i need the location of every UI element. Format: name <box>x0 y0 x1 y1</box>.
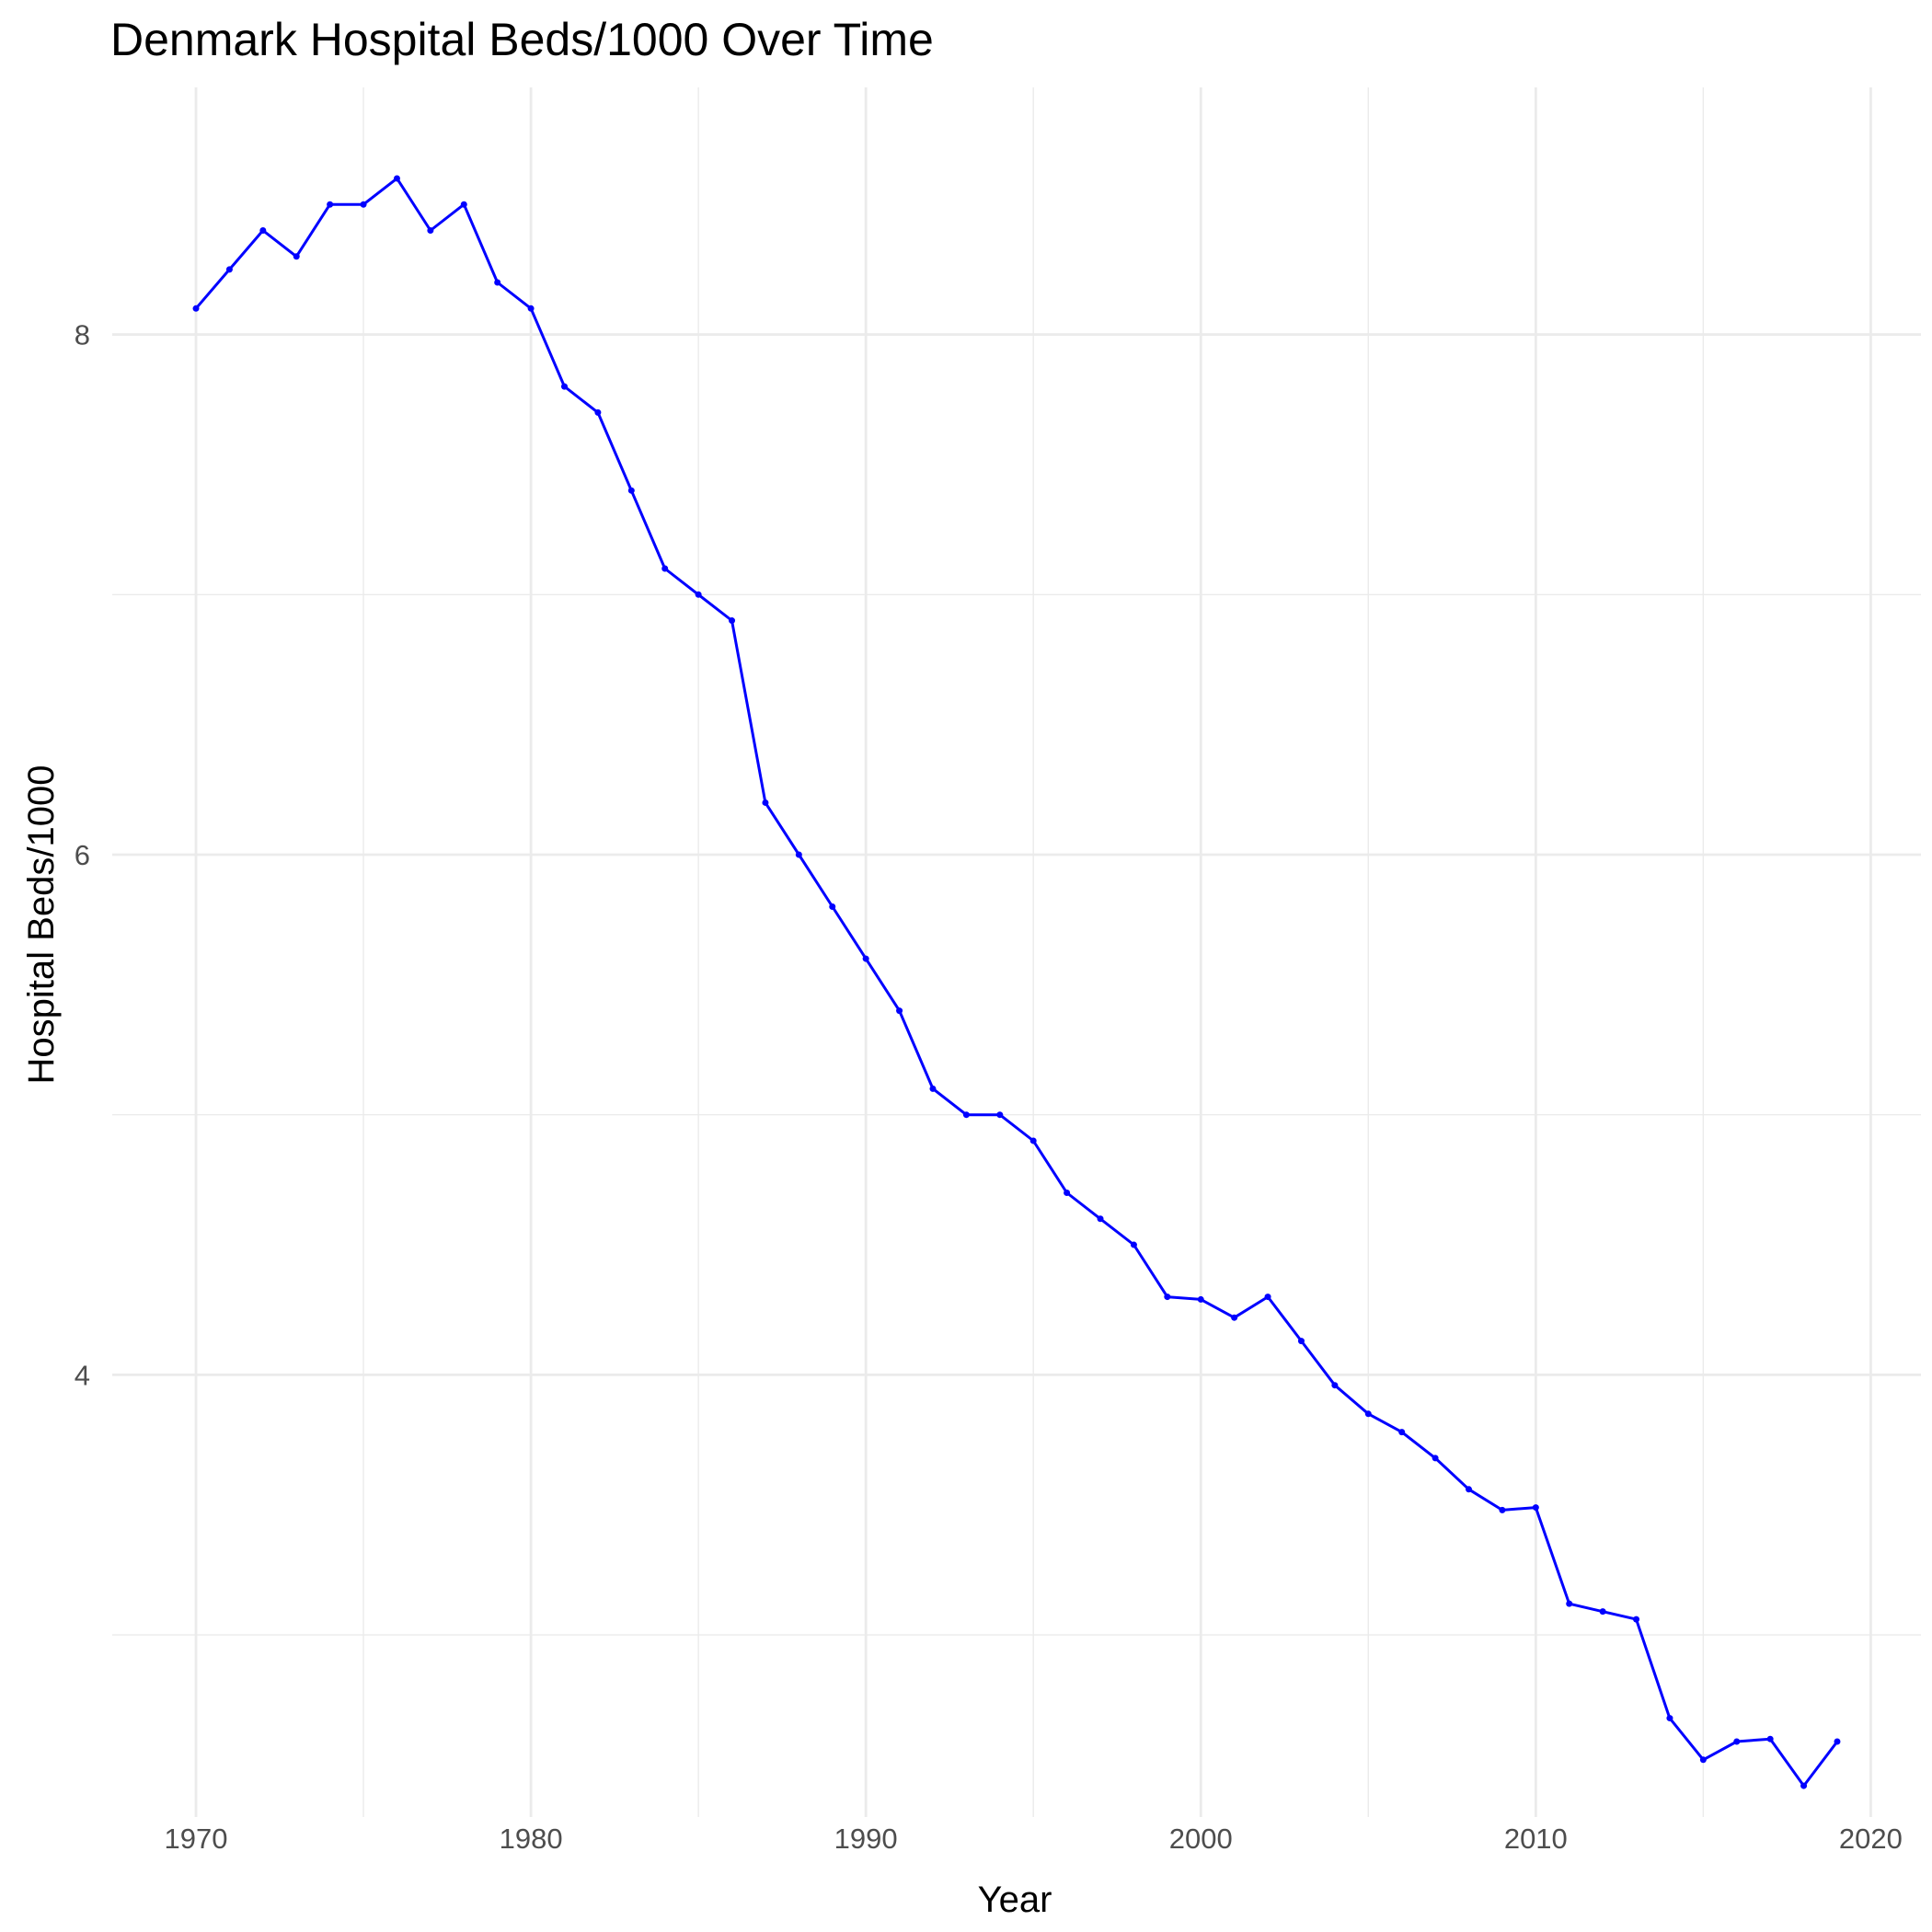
chart-title: Denmark Hospital Beds/1000 Over Time <box>110 14 934 65</box>
data-point <box>929 1085 937 1092</box>
data-point <box>1466 1486 1472 1493</box>
data-point <box>259 226 267 234</box>
data-point <box>1766 1735 1774 1742</box>
data-point <box>1834 1738 1841 1745</box>
data-point <box>896 1007 903 1015</box>
major-gridlines <box>112 87 1921 1817</box>
x-tick-label: 2000 <box>1169 1823 1233 1855</box>
data-point <box>460 201 467 208</box>
data-point <box>1164 1294 1171 1301</box>
series-line <box>194 177 1839 1788</box>
data-point <box>695 591 702 598</box>
data-point <box>1064 1190 1071 1197</box>
data-point <box>393 175 400 182</box>
data-point <box>1297 1338 1305 1345</box>
data-point <box>1264 1294 1271 1301</box>
minor-gridlines <box>112 87 1921 1817</box>
data-point <box>293 253 300 260</box>
data-point <box>1599 1608 1606 1616</box>
data-point <box>427 226 434 234</box>
data-point <box>661 565 669 572</box>
y-axis-tick-labels: 4 6 8 <box>75 319 90 1392</box>
y-tick-label: 4 <box>75 1359 90 1391</box>
data-point <box>1733 1738 1741 1745</box>
data-point <box>327 201 334 208</box>
x-tick-label: 1980 <box>500 1823 563 1855</box>
y-axis-title: Hospital Beds/1000 <box>21 765 62 1085</box>
data-point <box>1331 1382 1339 1389</box>
data-point <box>1666 1715 1673 1722</box>
data-point <box>1800 1782 1808 1789</box>
data-point <box>1029 1137 1037 1144</box>
data-point <box>862 955 869 962</box>
x-axis-tick-labels: 1970 1980 1990 2000 2010 2020 <box>165 1823 1903 1855</box>
series-layer <box>192 175 1841 1789</box>
data-point <box>762 799 769 806</box>
data-point <box>561 383 568 390</box>
y-tick-label: 8 <box>75 319 90 351</box>
data-point <box>1432 1455 1439 1462</box>
data-point <box>1633 1616 1640 1623</box>
data-point <box>594 408 602 416</box>
data-point <box>1566 1600 1573 1607</box>
data-point <box>1398 1429 1406 1436</box>
data-point <box>192 305 200 312</box>
x-tick-label: 1970 <box>165 1823 228 1855</box>
data-point <box>1097 1215 1104 1223</box>
data-point <box>1532 1504 1539 1512</box>
data-point <box>1130 1241 1137 1248</box>
data-point <box>627 487 635 494</box>
data-point <box>360 201 367 208</box>
data-point <box>1197 1295 1204 1303</box>
x-axis-title: Year <box>978 1880 1052 1920</box>
x-tick-label: 1990 <box>834 1823 898 1855</box>
data-point <box>829 903 836 911</box>
data-point <box>729 617 736 625</box>
data-point <box>1699 1756 1707 1764</box>
data-point <box>795 851 802 858</box>
x-tick-label: 2020 <box>1839 1823 1903 1855</box>
y-tick-label: 6 <box>75 839 90 871</box>
data-point <box>962 1111 970 1119</box>
data-point <box>494 279 501 286</box>
data-point <box>1364 1410 1372 1418</box>
data-point <box>996 1111 1004 1119</box>
data-point <box>527 305 535 312</box>
x-tick-label: 2010 <box>1504 1823 1568 1855</box>
data-point <box>1231 1314 1238 1321</box>
data-point <box>1499 1506 1506 1513</box>
data-point <box>225 266 233 273</box>
